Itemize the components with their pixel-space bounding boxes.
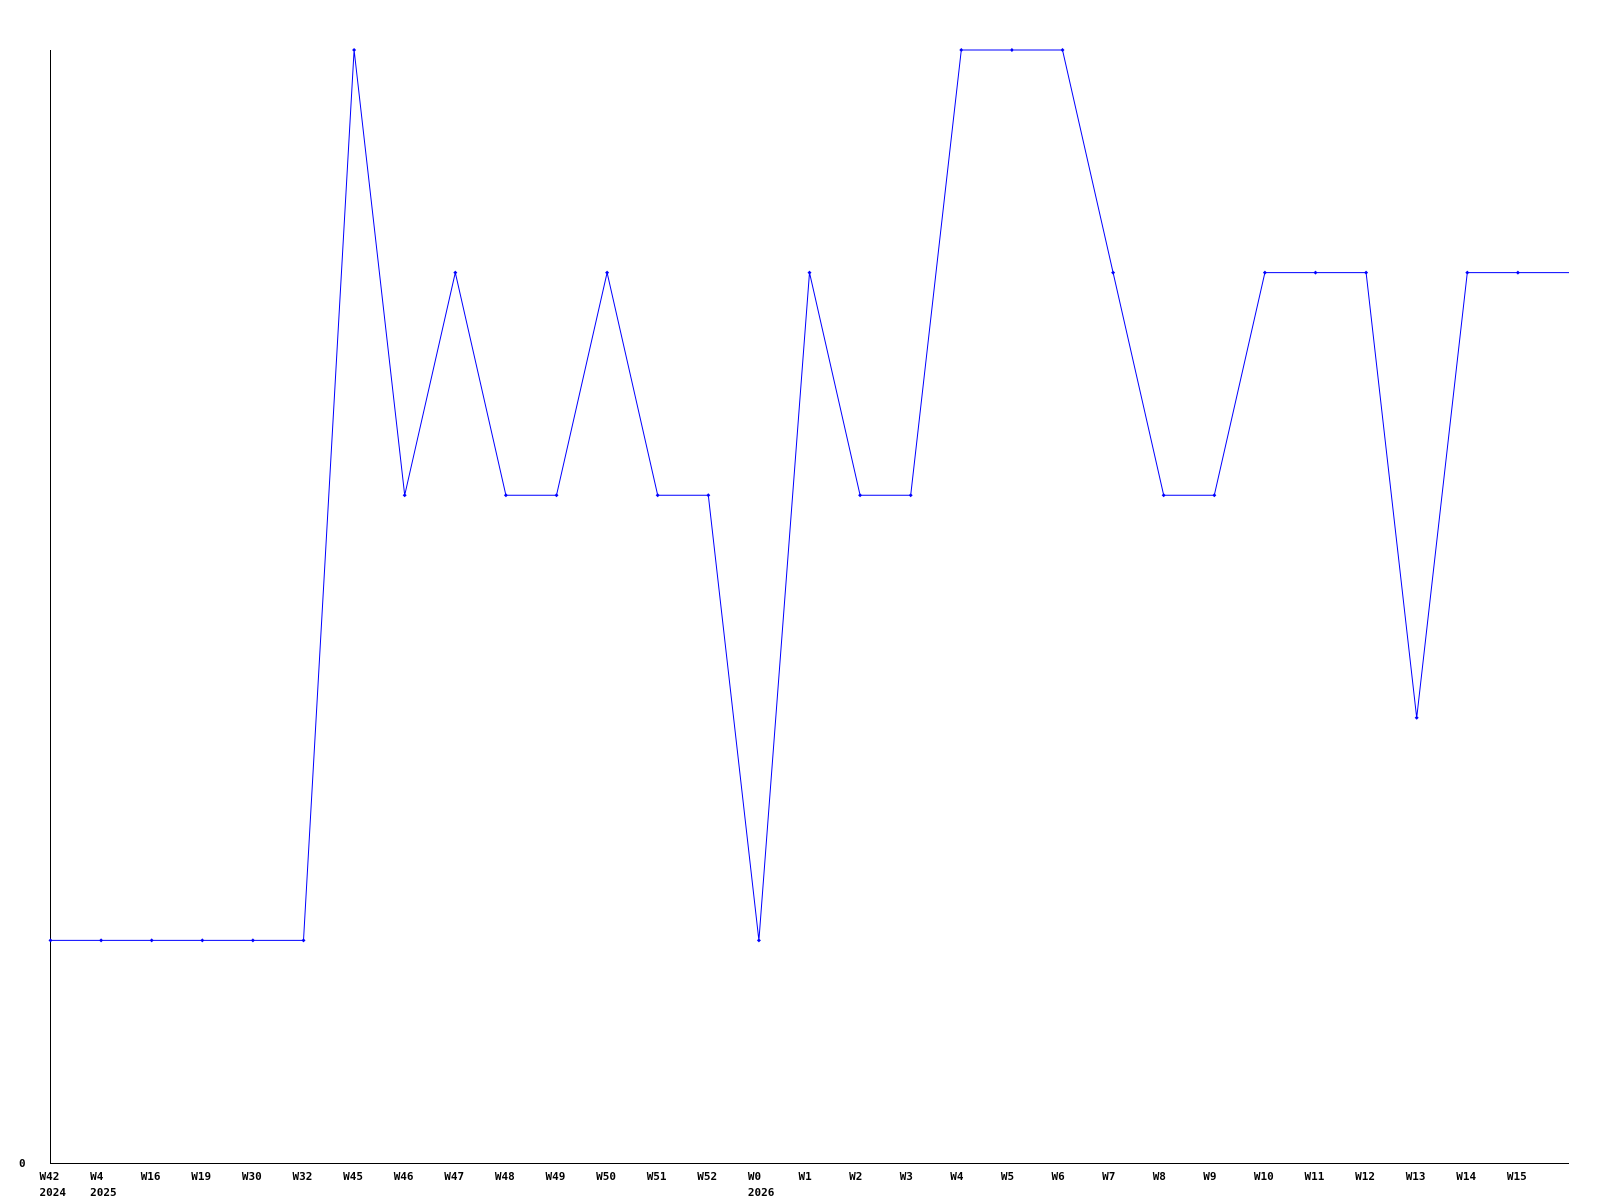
x-tick-label: W10	[1254, 1170, 1274, 1183]
x-tick-label: W46	[394, 1170, 414, 1183]
x-tick-label: W32	[293, 1170, 313, 1183]
x-tick-label: W4	[90, 1170, 104, 1183]
x-tick-label: W52	[697, 1170, 717, 1183]
data-point	[1313, 270, 1318, 275]
x-tick-label: W30	[242, 1170, 262, 1183]
data-point	[453, 270, 458, 275]
data-point	[1414, 715, 1419, 720]
x-tick-label: W42	[40, 1170, 60, 1183]
y-tick-label: 0	[19, 1157, 26, 1170]
data-point	[554, 493, 559, 498]
x-tick-label: W50	[596, 1170, 616, 1183]
data-point	[1515, 270, 1520, 275]
x-tick-label: W45	[343, 1170, 363, 1183]
data-point	[1161, 493, 1166, 498]
data-point	[352, 48, 357, 52]
data-point	[48, 938, 53, 943]
x-tick-label: W3	[900, 1170, 913, 1183]
x-tick-label: W5	[1001, 1170, 1014, 1183]
x-tick-label: W1	[799, 1170, 813, 1183]
x-tick-label: W12	[1355, 1170, 1375, 1183]
data-point	[503, 493, 508, 498]
data-point	[706, 493, 711, 498]
data-point	[99, 938, 104, 943]
x-tick-label: W15	[1507, 1170, 1527, 1183]
data-point	[1212, 493, 1217, 498]
x-tick-label: W9	[1203, 1170, 1216, 1183]
x-tick-label: W2	[849, 1170, 862, 1183]
x-tick-label: W16	[141, 1170, 161, 1183]
x-tick-label: W49	[546, 1170, 566, 1183]
data-point	[858, 493, 863, 498]
x-tick-year-label: 2026	[748, 1186, 775, 1199]
data-point	[807, 270, 812, 275]
data-point	[1060, 48, 1065, 52]
x-tick-label: W11	[1305, 1170, 1325, 1183]
x-tick-label: W4	[950, 1170, 964, 1183]
data-point	[1262, 270, 1267, 275]
x-tick-label: W13	[1406, 1170, 1426, 1183]
data-point	[756, 938, 761, 943]
x-tick-label: W19	[191, 1170, 211, 1183]
data-point	[200, 938, 205, 943]
x-tick-label: W14	[1456, 1170, 1476, 1183]
data-point	[959, 48, 964, 52]
data-point	[301, 938, 306, 943]
x-tick-label: W7	[1102, 1170, 1115, 1183]
data-point	[908, 493, 913, 498]
data-point	[1364, 270, 1369, 275]
data-point	[655, 493, 660, 498]
x-tick-label: W51	[647, 1170, 667, 1183]
data-point	[1111, 270, 1116, 275]
data-point	[250, 938, 255, 943]
x-tick-year-label: 2025	[90, 1186, 117, 1199]
data-point	[149, 938, 154, 943]
x-tick-label: W48	[495, 1170, 515, 1183]
data-point	[402, 493, 407, 498]
data-point	[1465, 270, 1470, 275]
x-tick-label: W47	[444, 1170, 464, 1183]
series-line	[50, 49, 1569, 941]
x-tick-label: W6	[1052, 1170, 1066, 1183]
data-point	[605, 270, 610, 275]
x-tick-year-label: 2024	[40, 1186, 67, 1199]
data-point	[1009, 48, 1014, 52]
x-tick-label: W8	[1153, 1170, 1166, 1183]
x-tick-label: W0	[748, 1170, 761, 1183]
